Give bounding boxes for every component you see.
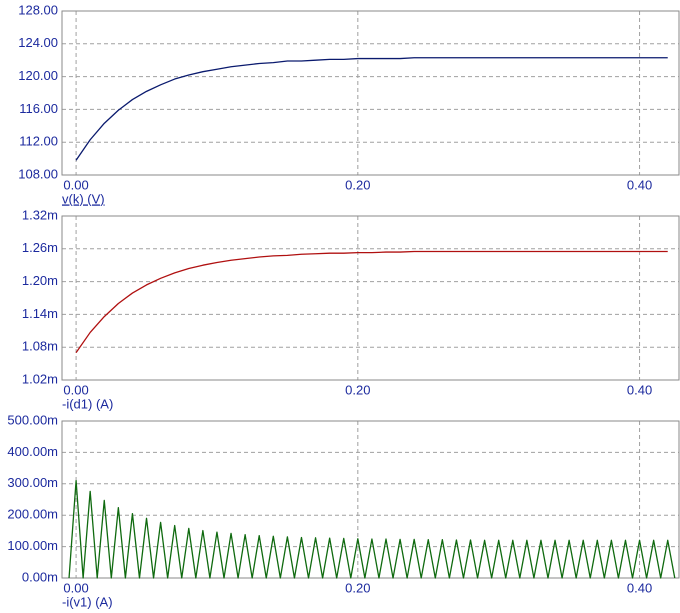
y-tick-label: 112.00 — [19, 134, 58, 149]
x-tick-label: 0.00 — [63, 177, 88, 192]
series-label: -i(v1) (A) — [62, 594, 113, 609]
x-tick-label: 0.20 — [345, 382, 370, 397]
y-tick-label: 1.02m — [22, 371, 58, 386]
y-tick-label: 200.00m — [7, 507, 58, 522]
y-tick-label: 1.14m — [22, 306, 58, 321]
y-tick-label: 1.20m — [22, 273, 58, 288]
y-tick-label: 300.00m — [7, 475, 58, 490]
y-tick-label: 108.00 — [18, 166, 58, 181]
y-tick-label: 0.00m — [22, 569, 58, 584]
plot-frame — [61, 215, 680, 381]
y-tick-label: 1.26m — [22, 240, 58, 255]
trace — [68, 480, 676, 579]
trace — [75, 57, 668, 161]
series-label: -i(d1) (A) — [62, 396, 113, 411]
plot-frame — [61, 10, 680, 176]
y-tick-label: 400.00m — [7, 444, 58, 459]
x-tick-label: 0.20 — [345, 177, 370, 192]
plot-frame — [61, 420, 680, 579]
x-tick-label: 0.40 — [627, 580, 652, 595]
x-tick-label: 0.40 — [627, 382, 652, 397]
y-tick-label: 1.32m — [22, 207, 58, 222]
series-label: v(k) (V) — [62, 191, 105, 206]
x-tick-label: 0.20 — [345, 580, 370, 595]
y-tick-label: 116.00 — [19, 101, 58, 116]
y-tick-label: 120.00 — [18, 68, 58, 83]
y-tick-label: 100.00m — [7, 538, 58, 553]
x-tick-label: 0.40 — [627, 177, 652, 192]
x-tick-label: 0.00 — [63, 580, 88, 595]
y-tick-label: 124.00 — [18, 35, 58, 50]
x-tick-label: 0.00 — [63, 382, 88, 397]
trace — [75, 250, 668, 354]
y-tick-label: 500.00m — [7, 412, 58, 427]
y-tick-label: 1.08m — [22, 339, 58, 354]
y-tick-label: 128.00 — [18, 2, 58, 17]
